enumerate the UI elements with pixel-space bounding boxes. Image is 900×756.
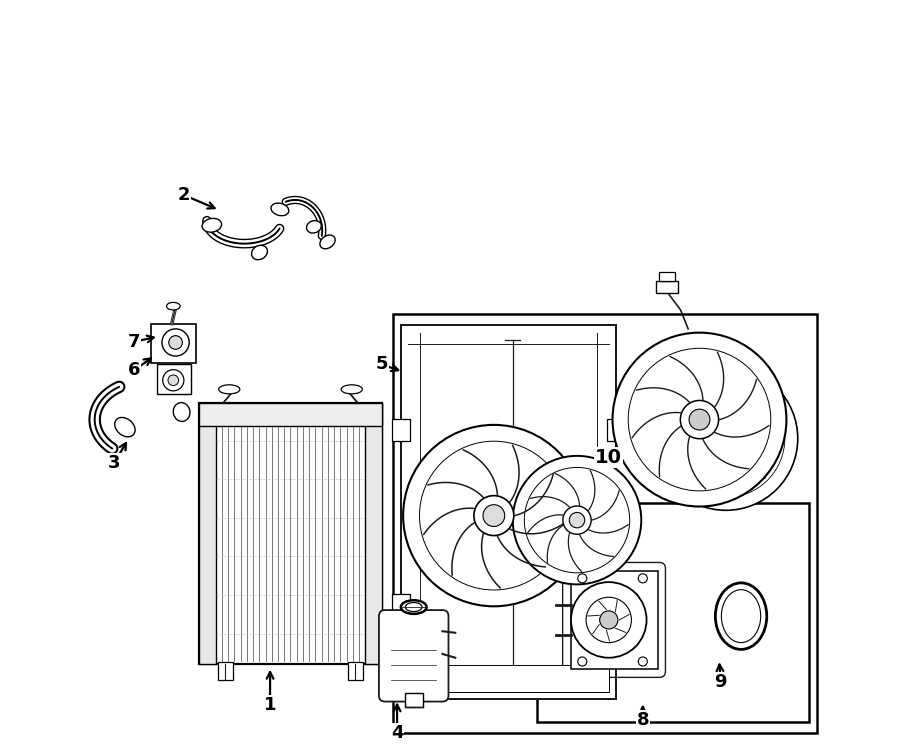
Ellipse shape [219,385,239,394]
Ellipse shape [174,403,190,421]
Bar [199,403,216,664]
Circle shape [571,582,646,658]
Circle shape [628,349,770,491]
Text: 7: 7 [128,333,140,351]
Text: 2: 2 [177,186,190,204]
Bar [400,325,616,699]
Circle shape [570,513,585,528]
Bar [218,662,233,680]
Ellipse shape [114,417,135,437]
Bar [537,503,809,722]
Bar [392,419,410,442]
Ellipse shape [716,583,767,649]
Bar [157,364,191,394]
Text: 8: 8 [636,711,649,729]
Ellipse shape [320,235,335,249]
Bar [608,594,625,617]
Circle shape [599,611,617,629]
Circle shape [654,367,797,510]
Circle shape [163,370,184,391]
Bar [409,665,608,692]
Ellipse shape [271,203,289,215]
Circle shape [680,401,718,438]
Text: 5: 5 [375,355,388,373]
Bar [150,324,196,363]
Circle shape [578,574,587,583]
Bar [405,693,423,707]
Circle shape [613,333,787,507]
Circle shape [578,657,587,666]
Bar [393,314,816,733]
Circle shape [169,336,183,349]
Ellipse shape [202,218,221,232]
Circle shape [638,574,647,583]
Circle shape [710,423,742,454]
Circle shape [667,380,785,497]
Circle shape [483,505,505,526]
Ellipse shape [166,302,180,310]
Text: 3: 3 [108,454,121,472]
Bar [365,403,382,664]
Circle shape [403,425,585,606]
Circle shape [474,496,514,535]
Bar [392,594,410,617]
Text: 10: 10 [595,448,622,467]
Bar [199,403,382,426]
Text: 6: 6 [128,361,140,380]
Ellipse shape [251,245,267,260]
Circle shape [689,409,710,430]
Circle shape [638,657,647,666]
Bar [199,403,382,664]
Circle shape [162,329,189,356]
Bar [608,419,625,442]
Bar [348,662,363,680]
Text: 4: 4 [391,724,403,742]
Circle shape [525,467,630,573]
FancyBboxPatch shape [562,562,665,677]
Circle shape [513,456,642,584]
Ellipse shape [400,600,427,614]
Circle shape [562,506,591,534]
Ellipse shape [307,221,321,233]
Bar [660,272,674,281]
FancyBboxPatch shape [379,610,448,702]
Circle shape [419,442,568,590]
Ellipse shape [405,603,422,612]
Ellipse shape [341,385,363,394]
Text: 1: 1 [264,696,276,714]
Bar [571,571,658,669]
Ellipse shape [722,590,760,643]
Circle shape [168,375,178,386]
Circle shape [586,597,632,643]
Text: 9: 9 [715,673,727,691]
Bar [656,281,678,293]
